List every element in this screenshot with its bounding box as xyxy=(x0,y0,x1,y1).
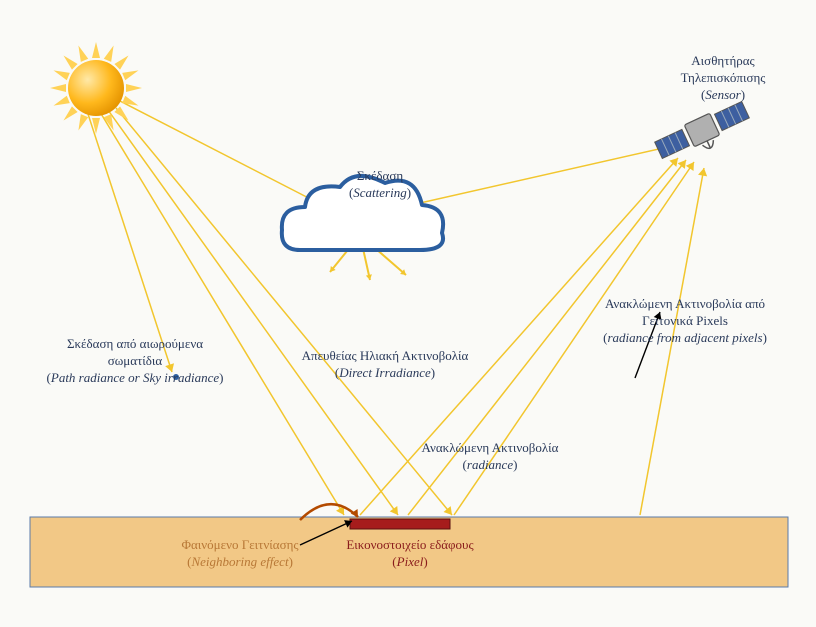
label-radiance: Ανακλώμενη Ακτινοβολία(radiance) xyxy=(405,440,575,474)
satellite-icon xyxy=(653,99,754,169)
label-neighboring-effect: Φαινόμενο Γειτνίασης(Neighboring effect) xyxy=(145,537,335,571)
label-direct-irradiance: Απευθείας Ηλιακή Ακτινοβολία(Direct Irra… xyxy=(255,348,515,382)
ground-pixel xyxy=(350,519,450,529)
label-scattering: Σκέδαση(Scattering) xyxy=(280,168,480,202)
label-sensor: Αισθητήρας Τηλεπισκόπισης(Sensor) xyxy=(648,53,798,104)
sun-icon xyxy=(50,42,142,134)
label-path-radiance: Σκέδαση από αιωρούμενα σωματίδια(Path ra… xyxy=(45,336,225,387)
label-pixel: Εικονοστοιχείο εδάφους(Pixel) xyxy=(330,537,490,571)
label-adjacent-radiance: Ανακλώμενη Ακτινοβολία από Γειτονικά Pix… xyxy=(590,296,780,347)
